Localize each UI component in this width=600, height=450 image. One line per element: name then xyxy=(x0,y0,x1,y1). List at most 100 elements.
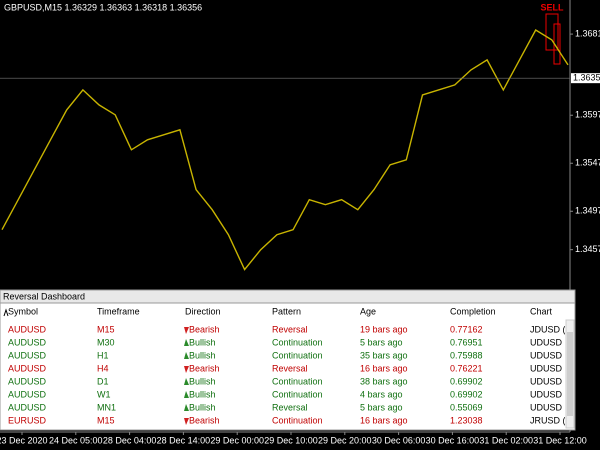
cell: M30 xyxy=(97,337,115,347)
table: Symbol Timeframe Direction Pattern Age Comple… xyxy=(3,306,582,425)
cell: D1 xyxy=(97,376,109,386)
cell: AUDUSD xyxy=(8,324,47,334)
cell: M15 xyxy=(97,415,115,425)
cell: 4 bars ago xyxy=(360,389,403,399)
cell: 0.69902 xyxy=(450,389,483,399)
cell: 5 bars ago xyxy=(360,337,403,347)
column-header: Completion xyxy=(450,306,496,316)
cell: H1 xyxy=(97,350,109,360)
cell: UDUSD (MN xyxy=(530,402,582,412)
dashboard-panel xyxy=(0,289,576,431)
signal-label: SELL xyxy=(540,2,564,12)
cell: AUDUSD xyxy=(8,389,47,399)
cell: AUDUSD xyxy=(8,376,47,386)
column-header: Symbol xyxy=(8,306,38,316)
x-tick-label: 31 Dec 02:00 xyxy=(479,435,533,445)
cell: W1 xyxy=(97,389,111,399)
cell: Bullish xyxy=(189,389,216,399)
x-tick-label: 28 Dec 04:00 xyxy=(103,435,157,445)
cell: Continuation xyxy=(272,415,323,425)
cell: 0.69902 xyxy=(450,376,483,386)
cell: 38 bars ago xyxy=(360,376,408,386)
cell: Reversal xyxy=(272,363,308,373)
scrollbar-thumb[interactable] xyxy=(567,332,573,416)
cell: UDUSD (H1 xyxy=(530,350,579,360)
cell: AUDUSD xyxy=(8,337,47,347)
y-tick-label: 1.34970 xyxy=(575,206,600,216)
x-tick-label: 29 Dec 10:00 xyxy=(264,435,318,445)
cell: 19 bars ago xyxy=(360,324,408,334)
cell: Bullish xyxy=(189,350,216,360)
current-price-label: 1.36356 xyxy=(573,73,600,83)
direction-icon xyxy=(184,327,189,334)
direction-icon xyxy=(184,418,189,425)
column-header: Direction xyxy=(185,306,221,316)
y-tick-label: 1.36815 xyxy=(575,28,600,38)
cell: Bullish xyxy=(189,376,216,386)
cell: Reversal xyxy=(272,324,308,334)
cell: 1.23038 xyxy=(450,415,483,425)
dashboard: Reversal Dashboard Symbol Timeframe Direct… xyxy=(0,289,582,431)
cell: Reversal xyxy=(272,402,308,412)
cell: 35 bars ago xyxy=(360,350,408,360)
cell: Continuation xyxy=(272,337,323,347)
column-header: Timeframe xyxy=(97,306,140,316)
direction-icon xyxy=(184,366,189,373)
cell: Continuation xyxy=(272,376,323,386)
direction-icon xyxy=(184,339,189,346)
cell: Bearish xyxy=(189,363,220,373)
dashboard-titlebar xyxy=(0,289,576,304)
chart-title: GBPUSD,M15 1.36329 1.36363 1.36318 1.363… xyxy=(4,2,202,12)
x-tick-label: 28 Dec 14:00 xyxy=(157,435,211,445)
cell: 5 bars ago xyxy=(360,402,403,412)
cell: AUDUSD xyxy=(8,363,47,373)
cell: 0.76221 xyxy=(450,363,483,373)
column-header: Age xyxy=(360,306,376,316)
dashboard-title: Reversal Dashboard xyxy=(3,291,85,301)
signal-box xyxy=(545,13,559,51)
cell: Bearish xyxy=(189,324,220,334)
x-tick-label: 24 Dec 05:00 xyxy=(49,435,103,445)
sort-arrow xyxy=(3,308,9,317)
cell: UDUSD (W1 xyxy=(530,389,581,399)
cell: UDUSD (M3 xyxy=(530,337,580,347)
y-tick-label: 1.34570 xyxy=(575,244,600,254)
direction-icon xyxy=(184,391,189,398)
column-header: Pattern xyxy=(272,306,301,316)
cell: EURUSD xyxy=(8,415,47,425)
x-tick-label: 29 Dec 00:00 xyxy=(210,435,264,445)
cell: 0.75988 xyxy=(450,350,483,360)
x-tick-label: 29 Dec 20:00 xyxy=(318,435,372,445)
direction-icon xyxy=(184,404,189,411)
cell: AUDUSD xyxy=(8,350,47,360)
current-price-tag xyxy=(571,73,600,84)
cell: JDUSD (M1 xyxy=(530,324,578,334)
column-header: Chart xyxy=(530,306,553,316)
cell: 0.55069 xyxy=(450,402,483,412)
direction-icon xyxy=(184,378,189,385)
cell: MN1 xyxy=(97,402,116,412)
cell: Continuation xyxy=(272,350,323,360)
cell: UDUSD (H4 xyxy=(530,363,579,373)
cell: 16 bars ago xyxy=(360,415,408,425)
cell: 0.77162 xyxy=(450,324,483,334)
x-tick-label: 30 Dec 16:00 xyxy=(426,435,480,445)
cell: Continuation xyxy=(272,389,323,399)
y-tick-label: 1.35970 xyxy=(575,110,600,120)
cell: UDUSD (D1 xyxy=(530,376,579,386)
cell: AUDUSD xyxy=(8,402,47,412)
x-tick-label: 31 Dec 12:00 xyxy=(533,435,587,445)
y-tick-label: 1.35470 xyxy=(575,158,600,168)
cell: Bearish xyxy=(189,415,220,425)
x-tick-label: 23 Dec 2020 xyxy=(0,435,48,445)
direction-icon xyxy=(184,352,189,359)
price-line xyxy=(1,29,569,271)
cell: H4 xyxy=(97,363,109,373)
cell: 0.76951 xyxy=(450,337,483,347)
x-tick-label: 30 Dec 06:00 xyxy=(372,435,426,445)
cell: Bullish xyxy=(189,337,216,347)
cell: JRUSD (M1 xyxy=(530,415,578,425)
cell: 16 bars ago xyxy=(360,363,408,373)
